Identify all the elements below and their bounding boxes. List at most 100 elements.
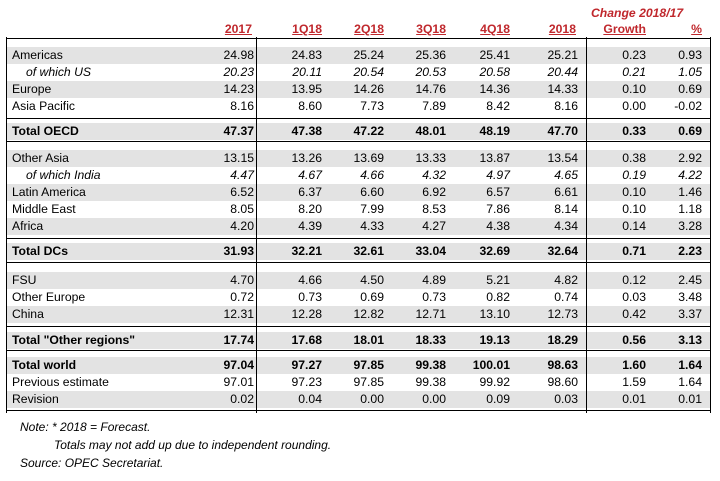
table-cell: 0.73: [298, 290, 322, 304]
table-cell: 99.38: [415, 358, 447, 372]
table-cell: 1.59: [622, 375, 646, 389]
table-cell: 24.98: [223, 48, 255, 62]
table-cell: 0.38: [622, 151, 646, 165]
table-cell: 4.89: [422, 273, 446, 287]
table-cell: 25.36: [415, 48, 447, 62]
table-cell: 47.38: [291, 124, 323, 138]
table-row: Previous estimate 97.01 97.23 97.85 99.38 99.…: [6, 374, 711, 391]
note-forecast: Note: * 2018 = Forecast.: [20, 420, 151, 434]
table-cell: 4.70: [230, 273, 254, 287]
table-cell: 18.01: [353, 333, 385, 347]
table-row: of which US 20.23 20.11 20.54 20.53 20.58 20.4…: [6, 64, 711, 81]
row-label: FSU: [12, 273, 37, 287]
table-cell: 4.67: [298, 168, 322, 182]
table-cell: -0.02: [674, 99, 702, 113]
col-header-3q18: 3Q18: [416, 22, 446, 36]
table-cell: 0.00: [360, 392, 384, 406]
col-separator: [256, 37, 257, 413]
table-cell: 12.28: [291, 307, 323, 321]
row-separator: [6, 141, 711, 142]
col-header-2018: 2018: [548, 22, 576, 36]
table-cell: 6.57: [486, 185, 510, 199]
row-label: of which India: [26, 168, 101, 182]
table-cell: 4.39: [298, 219, 322, 233]
table-top-border: [6, 38, 711, 39]
table-cell: 8.16: [554, 99, 578, 113]
table-cell: 6.61: [554, 185, 578, 199]
table-cell: 8.20: [298, 202, 322, 216]
table-cell: 7.99: [360, 202, 384, 216]
table-row: Total world 97.04 97.27 97.85 99.38 100.01 98.…: [6, 357, 711, 374]
table-cell: 12.31: [223, 307, 255, 321]
table-row: of which India 4.47 4.67 4.66 4.32 4.97 4.65 0.…: [6, 167, 711, 184]
table-cell: 13.95: [291, 82, 323, 96]
table-cell: 3.13: [678, 333, 702, 347]
table-cell: 48.01: [415, 124, 447, 138]
col-separator: [586, 37, 587, 413]
table-cell: 2.45: [678, 273, 702, 287]
table-cell: 25.41: [479, 48, 511, 62]
table-cell: 14.23: [223, 82, 255, 96]
table-row: Americas 24.98 24.83 25.24 25.36 25.41 25.21 0.…: [6, 47, 711, 64]
row-label: Americas: [12, 48, 63, 62]
table-cell: 3.48: [678, 290, 702, 304]
row-label: Asia Pacific: [12, 99, 75, 113]
table-cell: 14.26: [353, 82, 385, 96]
table-cell: 0.01: [678, 392, 702, 406]
col-header-2q18: 2Q18: [354, 22, 384, 36]
row-label: Europe: [12, 82, 52, 96]
table-cell: 4.65: [554, 168, 578, 182]
table-cell: 7.86: [486, 202, 510, 216]
table-cell: 0.74: [554, 290, 578, 304]
table-cell: 32.69: [479, 244, 511, 258]
row-separator: [6, 118, 711, 119]
row-label: China: [12, 307, 44, 321]
change-header: Change 2018/17: [591, 6, 684, 20]
table-cell: 32.21: [291, 244, 323, 258]
table-cell: 0.04: [298, 392, 322, 406]
table-row: Total DCs 31.93 32.21 32.61 33.04 32.69 32.64 0…: [6, 243, 711, 260]
row-label: of which US: [26, 65, 92, 79]
table-cell: 13.15: [223, 151, 255, 165]
row-label: Total DCs: [12, 244, 68, 258]
table-cell: 4.22: [678, 168, 702, 182]
table-cell: 0.12: [622, 273, 646, 287]
table-cell: 3.28: [678, 219, 702, 233]
row-label: Other Asia: [12, 151, 69, 165]
table-cell: 6.92: [422, 185, 446, 199]
table-cell: 97.04: [223, 358, 255, 372]
table-left-border: [6, 37, 7, 413]
table-cell: 1.05: [678, 65, 702, 79]
table-cell: 20.58: [479, 65, 511, 79]
table-cell: 20.44: [547, 65, 579, 79]
table-cell: 20.54: [353, 65, 385, 79]
table-cell: 13.33: [415, 151, 447, 165]
table-row: Africa 4.20 4.39 4.33 4.27 4.38 4.34 0.14 3.28: [6, 218, 711, 235]
table-cell: 13.87: [479, 151, 511, 165]
table-cell: 100.01: [472, 358, 510, 372]
col-header-2017: 2017: [224, 22, 252, 36]
table-row: Total OECD 47.37 47.38 47.22 48.01 48.19 47.70…: [6, 123, 711, 140]
row-label: Middle East: [12, 202, 76, 216]
table-cell: 12.82: [353, 307, 385, 321]
table-right-border: [710, 37, 711, 413]
table-row: Other Asia 13.15 13.26 13.69 13.33 13.87 13.54…: [6, 150, 711, 167]
table-cell: 0.93: [678, 48, 702, 62]
table-cell: 20.53: [415, 65, 447, 79]
table-cell: 4.33: [360, 219, 384, 233]
table-cell: 8.14: [554, 202, 578, 216]
table-cell: 97.27: [291, 358, 323, 372]
table-cell: 14.33: [547, 82, 579, 96]
table-cell: 13.54: [547, 151, 579, 165]
note-rounding: Totals may not add up due to independent…: [54, 438, 332, 452]
row-separator: [6, 326, 711, 327]
table-cell: 7.73: [360, 99, 384, 113]
table-cell: 4.34: [554, 219, 578, 233]
table-cell: 0.10: [622, 202, 646, 216]
table-cell: 0.03: [554, 392, 578, 406]
table-cell: 98.60: [547, 375, 579, 389]
row-label: Revision: [12, 392, 59, 406]
note-source: Source: OPEC Secretariat.: [20, 456, 164, 470]
table-cell: 2.23: [678, 244, 702, 258]
table-cell: 47.37: [223, 124, 255, 138]
